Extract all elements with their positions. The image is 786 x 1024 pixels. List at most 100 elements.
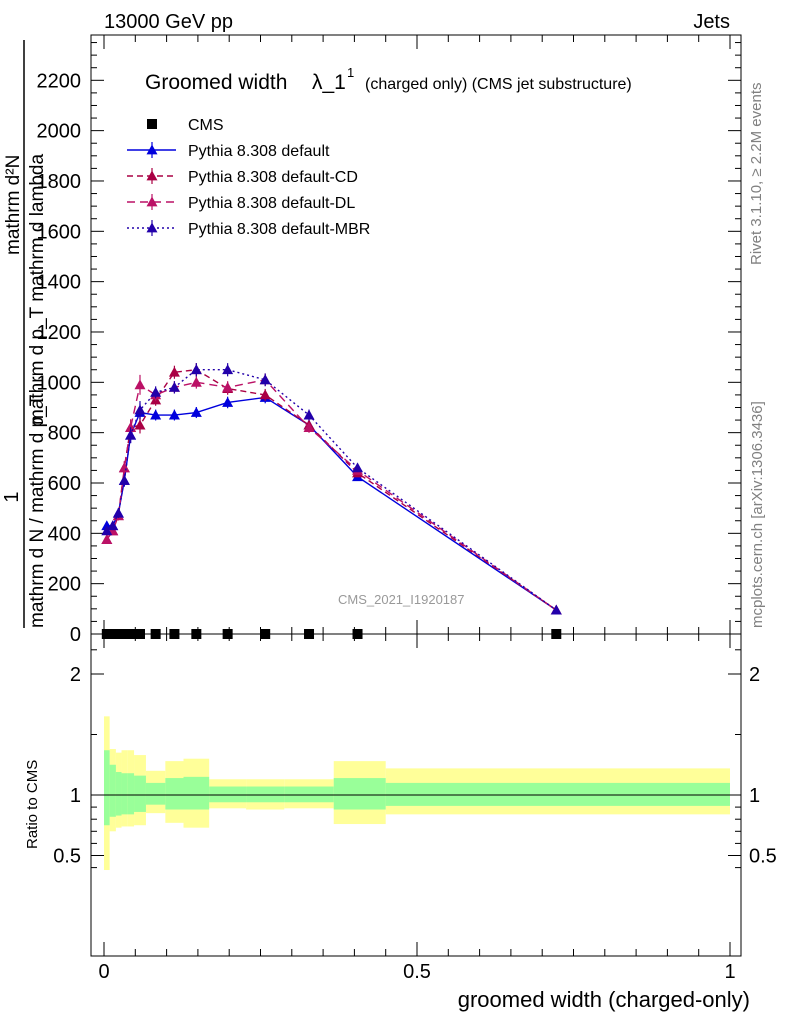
series-point <box>259 389 271 400</box>
ylabel-denominator: mathrm d N / mathrm d p_T <box>27 394 48 628</box>
series-point <box>150 386 162 397</box>
ratio-ytick-label-right: 1 <box>749 785 760 807</box>
chart-title: Groomed width λ_1 1 (charged only) (CMS … <box>145 65 632 94</box>
main-ytick-label: 1400 <box>37 272 82 294</box>
series-point <box>303 422 315 433</box>
series-point <box>222 364 234 375</box>
title-symbol: λ_1 <box>312 71 346 94</box>
legend: CMS Pythia 8.308 default Pythia 8.308 defa… <box>127 117 370 238</box>
legend-label: Pythia 8.308 default-DL <box>188 195 355 212</box>
ratio-ytick-label: 0.5 <box>53 846 81 868</box>
series-point <box>101 534 113 545</box>
series-point <box>303 409 315 420</box>
series-line <box>106 369 557 611</box>
ratio-band-inner <box>183 776 210 810</box>
rivet-label: Rivet 3.1.10, ≥ 2.2M events <box>748 83 765 266</box>
main-series <box>101 363 562 639</box>
ratio-band-inner <box>134 775 146 812</box>
title-main: Groomed width <box>145 71 287 94</box>
ratio-band-inner <box>385 782 730 806</box>
watermark: CMS_2021_I1920187 <box>338 592 465 607</box>
main-ytick-label: 0 <box>70 624 81 646</box>
ylabel-numerator-bottom: mathrm d p_T mathrm d lambda <box>27 154 48 425</box>
ylabel-numerator: mathrm d²N <box>3 155 24 255</box>
main-ytick-label: 1000 <box>37 372 82 394</box>
main-ticks: 0 200 400 600 800 1000 1200 1400 1600 1800 2000 220… <box>37 35 741 646</box>
ratio-y-axis-label: Ratio to CMS <box>24 760 41 849</box>
series-point <box>150 409 162 420</box>
series-point <box>222 396 234 407</box>
header-left: 13000 GeV pp <box>104 11 233 33</box>
series-point <box>118 462 130 473</box>
ratio-band-inner <box>246 786 285 803</box>
ratio-xtick-label: 0.5 <box>403 961 431 983</box>
legend-marker <box>146 196 158 207</box>
ratio-panel: 0.5 0.5 1 1 2 2 0 0.5 1 <box>53 633 777 983</box>
mcplots-label: mcplots.cern.ch [arXiv:1306.3436] <box>749 401 766 628</box>
series-point <box>101 525 113 536</box>
main-ytick-label: 1200 <box>37 322 82 344</box>
legend-marker <box>147 119 157 129</box>
main-y-axis-label: 1 mathrm d N / mathrm d p_T mathrm d²N m… <box>1 40 48 628</box>
series-point <box>222 381 234 392</box>
ratio-band-inner <box>104 750 110 826</box>
ratio-xtick-label: 0 <box>98 961 109 983</box>
legend-label: Pythia 8.308 default <box>188 143 330 160</box>
ratio-ticks: 0.5 0.5 1 1 2 2 0 0.5 1 <box>53 634 777 983</box>
series-line <box>106 369 557 611</box>
ratio-bands <box>104 716 730 871</box>
ratio-band-inner <box>165 778 184 810</box>
legend-label: Pythia 8.308 default-CD <box>188 169 358 186</box>
legend-marker <box>146 144 158 155</box>
ylabel-one: 1 <box>1 491 23 502</box>
main-ytick-label: 800 <box>48 423 81 445</box>
series-point <box>112 507 124 518</box>
title-sup: 1 <box>347 65 354 80</box>
series-point <box>168 381 180 392</box>
main-ytick-label: 1600 <box>37 221 82 243</box>
ratio-band-inner <box>115 772 122 816</box>
ratio-band-inner <box>284 786 334 803</box>
series-point <box>190 407 202 417</box>
ratio-ytick-label: 2 <box>70 664 81 686</box>
main-panel: 0 200 400 600 800 1000 1200 1400 1600 1800 2000 220… <box>37 34 742 646</box>
series-point <box>168 366 180 377</box>
title-note: (charged only) (CMS jet substructure) <box>365 76 632 93</box>
ratio-ytick-label: 1 <box>70 785 81 807</box>
series-point <box>190 364 202 375</box>
main-ytick-label: 2000 <box>37 121 82 143</box>
ratio-band-inner <box>145 782 166 805</box>
main-ytick-label: 1800 <box>37 171 82 193</box>
legend-label: Pythia 8.308 default-MBR <box>188 221 370 238</box>
series-point <box>259 374 271 385</box>
series-point <box>134 404 146 415</box>
ratio-band-inner <box>333 778 386 810</box>
ratio-xtick-label: 1 <box>724 961 735 983</box>
series-line <box>106 379 557 611</box>
main-ytick-label: 600 <box>48 473 81 495</box>
main-ytick-label: 2200 <box>37 70 82 92</box>
series-point <box>168 409 180 420</box>
series-point <box>352 462 364 473</box>
series-line <box>106 396 557 611</box>
series-point <box>125 429 137 440</box>
series-point <box>190 376 202 387</box>
main-ytick-label: 200 <box>48 574 81 596</box>
ratio-band-inner <box>109 764 116 817</box>
series-point <box>134 379 146 390</box>
main-ytick-label: 400 <box>48 523 81 545</box>
series-point <box>118 474 130 485</box>
legend-marker <box>146 222 158 233</box>
ratio-ytick-label-right: 2 <box>749 664 760 686</box>
ratio-ytick-label-right: 0.5 <box>749 846 777 868</box>
header-right: Jets <box>693 11 730 33</box>
series-point <box>107 520 119 531</box>
series-point <box>134 419 146 430</box>
legend-marker <box>146 170 158 181</box>
legend-label: CMS <box>188 117 224 134</box>
ratio-band-inner <box>127 773 135 815</box>
ratio-band-inner <box>209 786 247 803</box>
ratio-band-inner <box>121 773 128 815</box>
series-point <box>550 604 562 615</box>
